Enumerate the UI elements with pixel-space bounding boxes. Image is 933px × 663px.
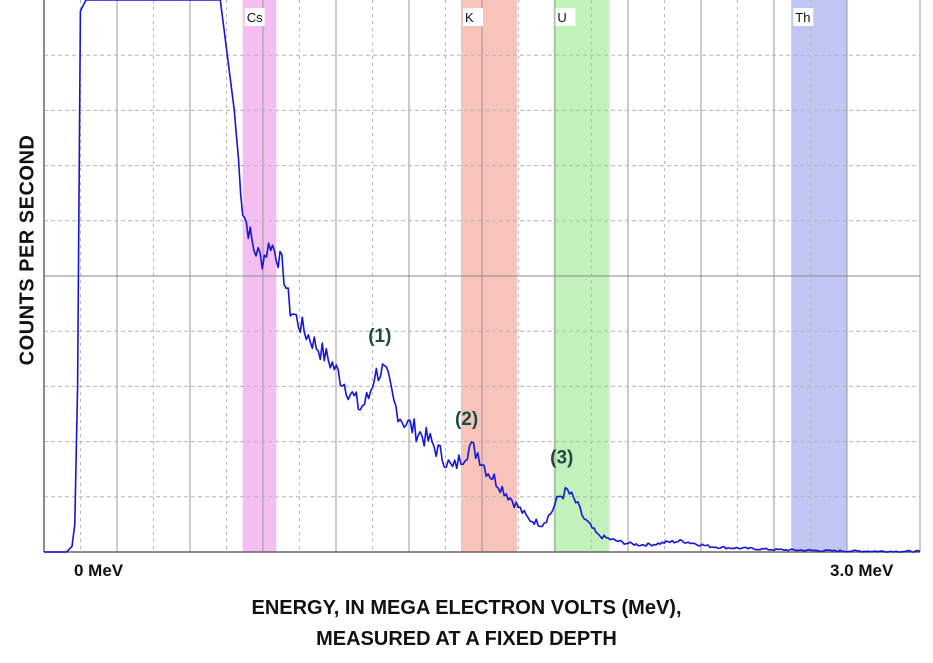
band-label-bg	[793, 8, 814, 26]
spectrum-line	[44, 0, 921, 553]
x-axis-label-line1: ENERGY, IN MEGA ELECTRON VOLTS (MeV),	[251, 597, 682, 619]
y-axis-label: COUNTS PER SECOND	[16, 134, 39, 366]
band-label-th: Th	[795, 10, 810, 25]
x-tick-3-mev: 3.0 MeV	[830, 561, 894, 580]
peak-label-3: (3)	[550, 448, 573, 469]
band-label-bg	[555, 8, 576, 26]
y-axis-label-box: COUNTS PER SECOND	[8, 80, 48, 420]
x-tick-0-mev: 0 MeV	[74, 561, 124, 580]
band-label-bg	[463, 8, 484, 26]
band-label-k: K	[465, 10, 474, 25]
x-axis-label-line2: MEASURED AT A FIXED DEPTH	[316, 628, 617, 650]
peak-label-2: (2)	[455, 409, 478, 430]
peak-label-1: (1)	[368, 326, 391, 347]
band-label-cs: Cs	[247, 10, 263, 25]
band-label-u: U	[557, 10, 566, 25]
band-label-bg	[244, 8, 265, 26]
